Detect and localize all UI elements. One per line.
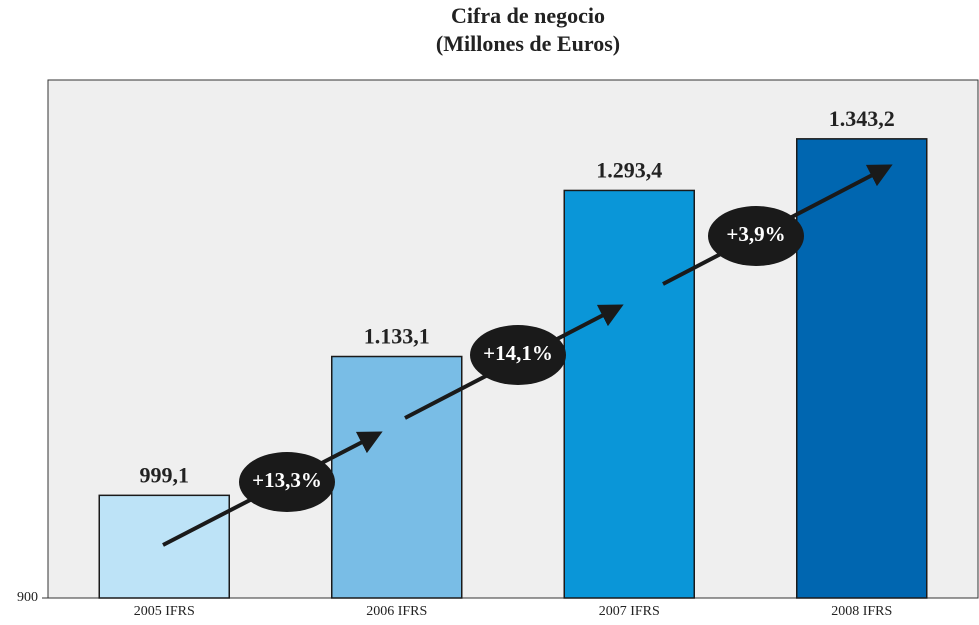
- chart-subtitle: (Millones de Euros): [436, 31, 620, 56]
- bar: [563, 189, 695, 599]
- x-tick-label: 2005 IFRS: [134, 604, 195, 619]
- x-tick-label: 2007 IFRS: [599, 604, 660, 619]
- growth-label: +13,3%: [252, 468, 322, 492]
- bar: [796, 138, 928, 599]
- bar: [98, 494, 230, 599]
- growth-label: +3,9%: [726, 222, 785, 246]
- growth-badge: [239, 452, 335, 512]
- value-label: 1.293,4: [596, 157, 662, 182]
- growth-badge: [470, 325, 566, 385]
- value-label: 1.343,2: [829, 106, 895, 131]
- x-tick-label: 2006 IFRS: [366, 604, 427, 619]
- growth-badge: [708, 206, 804, 266]
- chart-title: Cifra de negocio: [451, 3, 605, 28]
- value-label: 1.133,1: [364, 324, 430, 349]
- growth-label: +14,1%: [483, 341, 553, 365]
- x-tick-label: 2008 IFRS: [831, 604, 892, 619]
- bar: [331, 355, 463, 599]
- y-tick-label: 900: [17, 590, 38, 605]
- value-label: 999,1: [140, 462, 190, 487]
